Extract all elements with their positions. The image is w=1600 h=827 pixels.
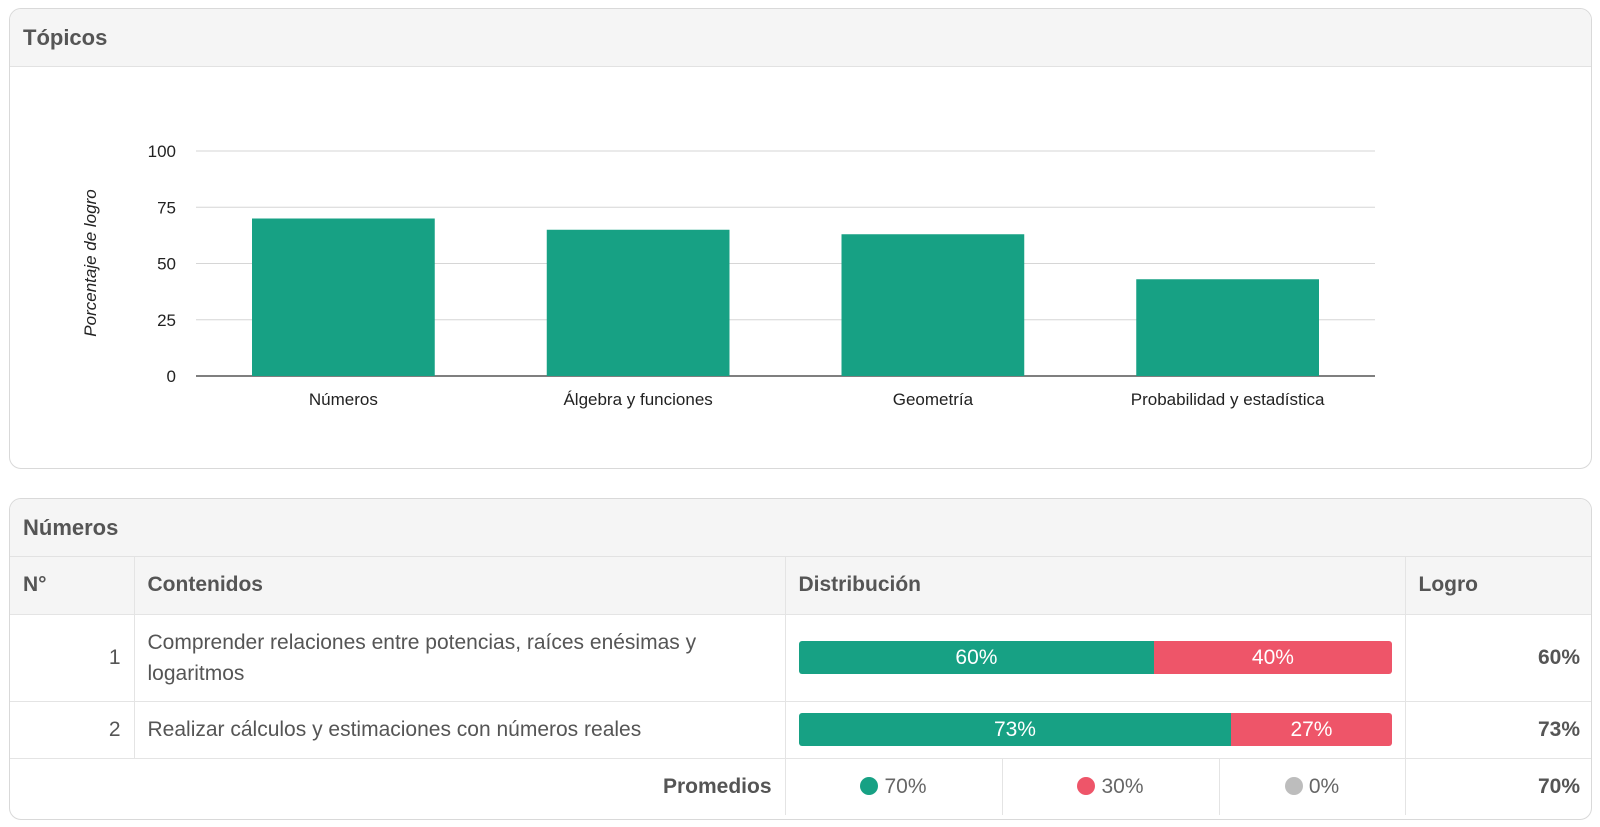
row-distribution: 60% 40% <box>784 613 1406 702</box>
x-tick-label: Geometría <box>893 390 974 409</box>
topics-card-title: Tópicos <box>10 9 1591 67</box>
correct-segment: 60% <box>798 641 1155 674</box>
topics-bar-chart: 0 25 50 75 100 Números Álgebra y funciones Geo… <box>81 142 1375 409</box>
topics-card: Tópicos 0 25 50 75 100 Números Álgebra y func… <box>9 8 1592 469</box>
average-omitted-value: 0% <box>1308 774 1340 798</box>
average-incorrect: 30% <box>1001 757 1220 815</box>
bar-3[interactable] <box>1136 279 1319 376</box>
distribution-bar: 73% 27% <box>798 713 1392 746</box>
row-achievement: 60% <box>1404 613 1591 702</box>
y-tick-label: 25 <box>157 311 176 330</box>
y-tick-label: 100 <box>148 142 176 161</box>
bar-2[interactable] <box>841 234 1025 376</box>
y-tick-label: 75 <box>157 198 176 217</box>
row-content: Realizar cálculos y estimaciones con núm… <box>133 700 786 759</box>
table-row: 1 Comprender relaciones entre potencias,… <box>10 613 1591 702</box>
y-tick-label: 0 <box>167 367 176 386</box>
column-header-number[interactable]: N° <box>10 557 135 615</box>
table-header-row: N° Contenidos Distribución Logro <box>10 557 1591 615</box>
x-tick-label: Números <box>309 390 378 409</box>
correct-segment: 73% <box>798 713 1232 746</box>
column-header-achievement[interactable]: Logro <box>1404 557 1591 615</box>
bar-0[interactable] <box>252 218 435 377</box>
column-header-distribution[interactable]: Distribución <box>784 557 1406 615</box>
bar-1[interactable] <box>546 229 730 376</box>
row-content-text: Comprender relaciones entre potencias, r… <box>147 630 697 685</box>
average-incorrect-value: 30% <box>1101 774 1144 798</box>
correct-dot-icon <box>860 776 879 795</box>
average-achievement: 70% <box>1404 757 1591 815</box>
averages-row: Promedios 70% 30% 0% 70% <box>10 757 1591 815</box>
x-tick-label: Álgebra y funciones <box>563 390 712 409</box>
x-tick-label: Probabilidad y estadística <box>1131 390 1325 409</box>
contents-table: N° Contenidos Distribución Logro 1 Compr… <box>10 557 1591 815</box>
y-tick-label: 50 <box>157 255 176 274</box>
incorrect-dot-icon <box>1077 776 1096 795</box>
distribution-bar: 60% 40% <box>798 641 1392 674</box>
y-axis-label: Porcentaje de logro <box>81 189 100 336</box>
average-correct-value: 70% <box>884 774 927 798</box>
averages-label: Promedios <box>10 757 786 815</box>
incorrect-segment: 27% <box>1231 713 1392 746</box>
numbers-card: Números N° Contenidos Distribución Logro… <box>9 498 1592 820</box>
row-number: 1 <box>10 613 135 702</box>
incorrect-segment: 40% <box>1154 641 1392 674</box>
average-omitted: 0% <box>1218 757 1406 815</box>
omitted-dot-icon <box>1284 776 1303 795</box>
row-achievement: 73% <box>1404 700 1591 759</box>
row-content: Comprender relaciones entre potencias, r… <box>133 613 786 702</box>
column-header-contents[interactable]: Contenidos <box>133 557 786 615</box>
row-distribution: 73% 27% <box>784 700 1406 759</box>
table-row: 2 Realizar cálculos y estimaciones con n… <box>10 700 1591 759</box>
row-number: 2 <box>10 700 135 759</box>
numbers-card-title: Números <box>10 499 1591 557</box>
average-correct: 70% <box>784 757 1003 815</box>
